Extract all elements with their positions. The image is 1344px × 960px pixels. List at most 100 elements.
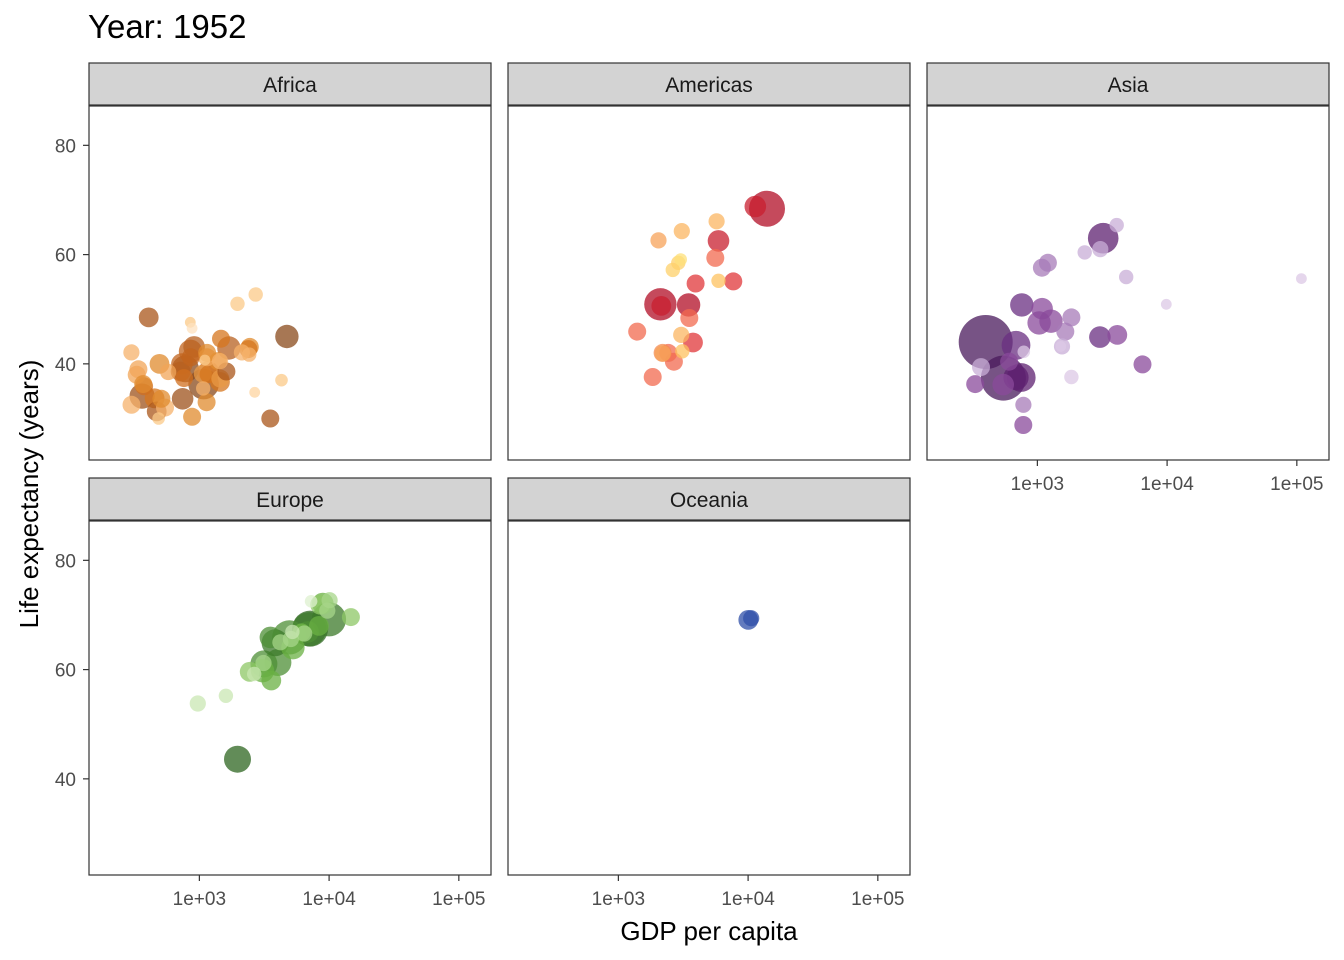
data-point-asia — [1296, 273, 1307, 284]
data-point-americas — [675, 344, 690, 359]
facet-label-americas: Americas — [665, 74, 753, 97]
data-point-europe — [272, 634, 289, 651]
data-point-americas — [673, 223, 690, 240]
data-point-europe — [304, 595, 318, 608]
x-tick-label: 1e+05 — [851, 889, 904, 910]
panel-oceania: Oceania 1e+03 1e+04 1e+05 — [507, 477, 911, 910]
data-point-europe — [321, 592, 338, 609]
y-tick-label: 80 — [55, 551, 76, 572]
data-point-africa — [183, 407, 202, 426]
y-tick-label: 40 — [55, 770, 76, 791]
data-point-europe — [296, 625, 313, 642]
data-point-africa — [242, 347, 257, 362]
data-point-africa — [197, 393, 216, 412]
data-point-europe — [255, 654, 272, 672]
data-point-africa — [152, 412, 165, 425]
data-point-asia — [972, 358, 990, 377]
data-point-asia — [1092, 241, 1109, 258]
x-tick-label: 1e+05 — [1270, 474, 1323, 495]
data-point-europe — [247, 666, 262, 682]
facet-strip-europe — [88, 477, 492, 521]
data-point-oceania — [743, 610, 760, 627]
panel-frame-oceania — [507, 520, 911, 876]
data-point-americas — [628, 322, 647, 341]
data-point-africa — [199, 354, 211, 366]
y-axis-title: Life expectancy (years) — [14, 360, 44, 629]
data-point-africa — [196, 381, 211, 396]
chart-title: Year: 1952 — [88, 8, 246, 45]
facet-strip-africa — [88, 62, 492, 106]
y-tick-label: 60 — [55, 246, 76, 267]
data-point-africa — [211, 353, 229, 370]
data-point-africa — [134, 375, 153, 394]
data-point-asia — [1031, 297, 1053, 320]
data-point-europe — [218, 688, 234, 703]
data-point-africa — [275, 373, 288, 387]
panel-africa: Africa 40 60 80 — [55, 62, 492, 461]
data-point-americas — [686, 274, 705, 293]
data-point-africa — [123, 344, 140, 361]
data-point-asia — [1119, 269, 1134, 285]
data-point-africa — [181, 348, 200, 367]
data-point-asia — [1038, 253, 1057, 272]
data-point-europe — [341, 608, 360, 627]
data-point-africa — [122, 395, 141, 414]
data-point-asia — [1014, 416, 1033, 434]
facet-strip-oceania — [507, 477, 911, 521]
data-point-asia — [958, 315, 1013, 369]
facet-label-oceania: Oceania — [670, 489, 749, 512]
panel-asia: Asia 1e+03 1e+04 1e+05 — [926, 62, 1330, 495]
data-point-americas — [707, 230, 730, 252]
panel-frame-europe — [88, 520, 492, 876]
x-tick-label: 1e+03 — [173, 889, 226, 910]
data-point-americas — [744, 195, 767, 218]
data-point-africa — [152, 389, 171, 408]
x-axis-title: GDP per capita — [620, 916, 798, 946]
facet-strip-asia — [926, 62, 1330, 106]
data-point-africa — [171, 388, 194, 410]
data-point-americas — [680, 309, 699, 327]
data-point-americas — [643, 368, 662, 386]
data-point-africa — [160, 363, 177, 381]
data-point-europe — [261, 670, 282, 691]
data-point-asia — [1017, 345, 1031, 359]
data-point-asia — [1107, 325, 1128, 345]
data-point-asia — [1056, 322, 1075, 341]
panel-europe: Europe 40 60 80 1e+03 1e+04 1e+05 — [55, 477, 492, 910]
data-point-americas — [650, 232, 667, 249]
data-point-asia — [1077, 245, 1092, 260]
panels-layer: Africa 40 60 80 Americas Asia 1e+03 1e+04 1e+05 E… — [55, 62, 1330, 910]
data-point-africa — [186, 322, 198, 334]
data-point-americas — [674, 253, 687, 266]
data-point-europe — [285, 624, 300, 640]
data-point-americas — [711, 273, 726, 288]
data-point-europe — [224, 745, 251, 773]
data-point-europe — [309, 616, 329, 636]
data-point-asia — [992, 373, 1014, 396]
data-point-africa — [275, 324, 299, 349]
facet-strip-americas — [507, 62, 911, 106]
x-tick-label: 1e+04 — [1140, 474, 1194, 495]
y-tick-label: 60 — [55, 661, 76, 682]
facet-label-europe: Europe — [256, 489, 324, 512]
data-point-asia — [966, 375, 985, 394]
data-point-asia — [1062, 308, 1081, 327]
facet-label-asia: Asia — [1108, 74, 1149, 97]
panel-americas: Americas — [507, 62, 911, 461]
data-point-africa — [249, 386, 261, 398]
data-point-africa — [175, 369, 193, 388]
y-tick-label: 40 — [55, 355, 76, 376]
data-point-americas — [651, 296, 672, 316]
data-point-asia — [1089, 326, 1111, 348]
data-point-africa — [248, 287, 263, 302]
data-point-americas — [673, 326, 690, 343]
data-point-americas — [724, 272, 743, 291]
data-point-europe — [189, 695, 206, 712]
x-tick-label: 1e+03 — [592, 889, 645, 910]
x-tick-label: 1e+04 — [302, 889, 356, 910]
data-point-asia — [1064, 369, 1079, 385]
x-tick-label: 1e+04 — [721, 889, 775, 910]
facet-label-africa: Africa — [263, 74, 317, 97]
data-point-africa — [212, 329, 230, 348]
